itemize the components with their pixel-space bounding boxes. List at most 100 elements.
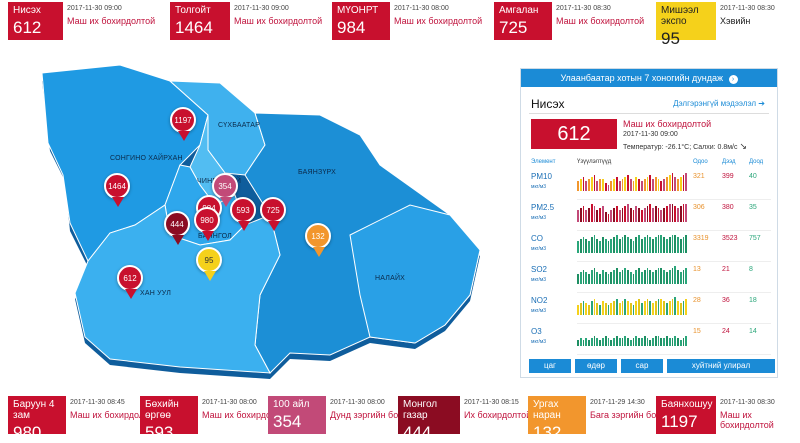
- station-status: Маш их бохирдолтой: [70, 410, 159, 420]
- pollutant-unit: мкг/м3: [531, 339, 547, 345]
- map-pin-value: 132: [305, 223, 331, 249]
- station-map-pin[interactable]: 980: [194, 207, 222, 245]
- history-bar: [660, 268, 663, 284]
- history-bar: [663, 208, 665, 222]
- value-high: 36: [722, 297, 730, 304]
- station-name: Монгол газар: [403, 399, 438, 421]
- station-card[interactable]: Толгойт 1464 2017-11-30 09:00 Маш их бохирд…: [170, 2, 322, 40]
- station-map-pin[interactable]: 95: [196, 247, 224, 285]
- history-bar: [635, 177, 638, 191]
- station-status: Хэвийн: [720, 16, 751, 26]
- history-bar: [599, 179, 602, 191]
- history-bar: [599, 340, 602, 346]
- pollutant-row[interactable]: SO2 мкг/м3 13 21 8: [521, 262, 779, 293]
- pollutant-row[interactable]: CO мкг/м3 3319 3523 757: [521, 231, 779, 262]
- chevron-right-icon[interactable]: ›: [728, 75, 738, 84]
- pollutant-row[interactable]: O3 мкг/м3 15 24 14: [521, 324, 779, 355]
- station-card[interactable]: МҮОНРТ 984 2017-11-30 08:00 Маш их бохирдол…: [332, 2, 482, 40]
- tab-month[interactable]: сар: [621, 359, 663, 373]
- station-card[interactable]: Бөхийн өргөө 593 2017-11-30 08:00 Маш их бо…: [140, 396, 290, 442]
- station-card[interactable]: Баянхошуу 1197 2017-11-30 08:30 Маш их бохи…: [656, 396, 800, 434]
- history-bar: [579, 179, 582, 191]
- history-bars: [577, 326, 688, 346]
- station-name: Толгойт: [175, 5, 211, 16]
- history-bar: [635, 206, 638, 222]
- pollutant-row[interactable]: NO2 мкг/м3 28 36 18: [521, 293, 779, 324]
- station-card[interactable]: Баруун 4 зам 980 2017-11-30 08:45 Маш их бо…: [8, 396, 159, 442]
- history-bar: [638, 208, 640, 222]
- station-card[interactable]: Мишээл экспо 95 2017-11-30 08:30 Хэвийн: [656, 2, 775, 48]
- station-name: Нисэх: [13, 5, 41, 16]
- station-map-pin[interactable]: 612: [117, 265, 145, 303]
- row-divider: [577, 354, 771, 355]
- map-shape: [41, 64, 481, 379]
- district-map[interactable]: СОНГИНО ХАЙРХАН СҮХБААТАР ЧИНГЭЛТЭЙ БАЯН…: [30, 55, 500, 385]
- station-card-value-box: Баянхошуу 1197: [656, 396, 716, 434]
- history-bar: [610, 210, 613, 222]
- map-pin-tip: [172, 235, 184, 245]
- history-bar: [582, 340, 585, 346]
- history-bar: [674, 235, 677, 253]
- station-map-pin[interactable]: 1197: [170, 107, 198, 145]
- history-bar: [679, 177, 682, 191]
- panel-header[interactable]: Улаанбаатар хотын 7 хоногийн дундаж ›: [521, 69, 777, 87]
- value-low: 757: [749, 235, 761, 242]
- station-card-info: 2017-11-30 08:00 Маш их бохирдолтой: [390, 2, 482, 26]
- station-card[interactable]: 100 айл 354 2017-11-30 08:00 Дунд зэргийн б…: [268, 396, 442, 434]
- map-pin-value: 1197: [170, 107, 196, 133]
- history-bar: [657, 235, 660, 253]
- station-map-pin[interactable]: 1464: [104, 173, 132, 211]
- district-label-bayanzurkh: БАЯНЗҮРХ: [298, 169, 336, 176]
- history-bar: [632, 305, 635, 315]
- history-bar: [668, 301, 671, 315]
- station-map-pin[interactable]: 444: [164, 211, 192, 249]
- value-now: 3319: [693, 235, 709, 242]
- period-tabs: цаг өдөр сар хуйтний улирал: [529, 359, 775, 373]
- station-card-value-box: Амгалан 725: [494, 2, 552, 40]
- tab-winter-season[interactable]: хуйтний улирал: [667, 359, 775, 373]
- history-bar: [632, 210, 635, 222]
- history-bar: [613, 208, 615, 222]
- details-link[interactable]: Дэлгэрэнгүй мэдээлэл ➔: [673, 99, 765, 108]
- history-bar: [602, 237, 604, 253]
- tab-hour[interactable]: цаг: [529, 359, 571, 373]
- station-map-pin[interactable]: 725: [260, 197, 288, 235]
- station-map-pin[interactable]: 132: [305, 223, 333, 261]
- station-aqi: 444: [403, 423, 432, 442]
- history-bar: [607, 305, 610, 315]
- station-aqi: 95: [661, 29, 680, 48]
- tab-day[interactable]: өдөр: [575, 359, 617, 373]
- history-bar: [618, 303, 621, 315]
- station-status: Маш их бохирдолтой: [234, 16, 323, 26]
- history-bar: [682, 204, 685, 222]
- history-bar: [643, 179, 646, 191]
- pollutant-unit: мкг/м3: [531, 246, 547, 252]
- history-bar: [638, 299, 640, 315]
- station-map-pin[interactable]: 593: [230, 197, 258, 235]
- history-bar: [677, 208, 679, 222]
- history-bar: [640, 181, 643, 191]
- history-bar: [596, 338, 599, 346]
- history-bar: [666, 206, 668, 222]
- value-high: 399: [722, 173, 734, 180]
- history-bar: [613, 301, 615, 315]
- history-bar: [663, 237, 665, 253]
- station-name: Баруун 4 зам: [13, 399, 55, 421]
- district-label-nalaikh: НАЛАЙХ: [375, 275, 406, 282]
- panel-header-title: Улаанбаатар хотын 7 хоногийн дундаж: [560, 73, 724, 83]
- station-map-pin[interactable]: 354: [212, 173, 240, 211]
- station-card[interactable]: Монгол газар 444 2017-11-30 08:15 Их бохирд…: [398, 396, 531, 442]
- history-bar: [660, 181, 663, 191]
- history-bar: [615, 235, 618, 253]
- station-card-value-box: Баруун 4 зам 980: [8, 396, 66, 442]
- pollutant-row[interactable]: PM2.5 мкг/м3 306 380 35: [521, 200, 779, 231]
- station-card[interactable]: Амгалан 725 2017-11-30 08:30 Маш их бохирдо…: [494, 2, 644, 40]
- station-status: Маш их бохирдолтой: [556, 16, 645, 26]
- history-bar: [629, 340, 632, 346]
- history-bar: [629, 208, 632, 222]
- history-bar: [585, 181, 588, 191]
- station-card[interactable]: Нисэх 612 2017-11-30 09:00 Маш их бохирдолт…: [8, 2, 155, 40]
- pollutant-row[interactable]: PM10 мкг/м3 321 399 40: [521, 169, 779, 200]
- history-bar: [607, 274, 610, 284]
- station-aqi: 132: [533, 423, 562, 442]
